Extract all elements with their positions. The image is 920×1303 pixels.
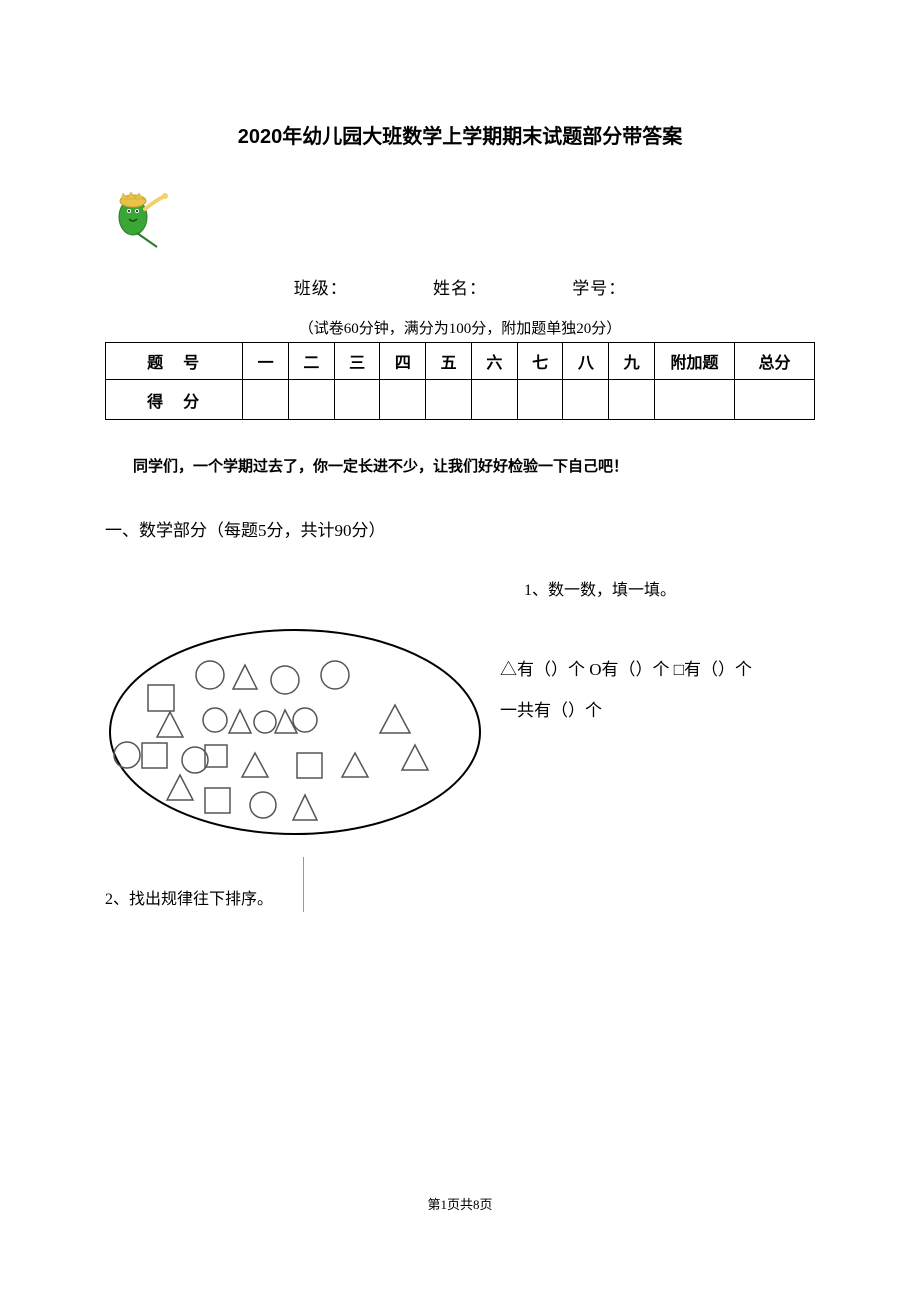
q1-answer-line2: 一共有（）个	[500, 691, 752, 732]
intro-text: 同学们，一个学期过去了，你一定长进不少，让我们好好检验一下自己吧！	[105, 455, 815, 476]
q1-answers: △有（）个 O有（）个 □有（）个 一共有（）个	[485, 625, 752, 732]
table-score-cell	[517, 380, 563, 420]
name-label: 姓名：	[433, 279, 487, 298]
table-header-cell: 二	[288, 343, 334, 380]
page-footer: 第1页共8页	[0, 1194, 920, 1213]
table-score-cell	[426, 380, 472, 420]
table-score-cell	[735, 380, 815, 420]
table-score-cell	[288, 380, 334, 420]
score-table: 题 号 一 二 三 四 五 六 七 八 九 附加题 总分 得 分	[105, 342, 815, 420]
section-1-header: 一、数学部分（每题5分，共计90分）	[105, 516, 815, 541]
table-header-cell: 九	[609, 343, 655, 380]
table-header-cell: 附加题	[655, 343, 735, 380]
table-score-cell	[655, 380, 735, 420]
table-score-row: 得 分	[106, 380, 815, 420]
score-label-cell: 得 分	[106, 380, 243, 420]
table-score-cell	[471, 380, 517, 420]
q2-container: 2、找出规律往下排序。	[105, 875, 815, 912]
id-label: 学号：	[572, 279, 626, 298]
table-header-cell: 六	[471, 343, 517, 380]
shapes-diagram	[105, 625, 485, 845]
table-header-cell: 五	[426, 343, 472, 380]
info-row: 班级： 姓名： 学号：	[105, 274, 815, 299]
table-header-row: 题 号 一 二 三 四 五 六 七 八 九 附加题 总分	[106, 343, 815, 380]
q1-container: △有（）个 O有（）个 □有（）个 一共有（）个	[105, 625, 815, 845]
table-header-cell: 四	[380, 343, 426, 380]
class-label: 班级：	[294, 279, 348, 298]
q1-answer-line1: △有（）个 O有（）个 □有（）个	[500, 650, 752, 691]
header-label-cell: 题 号	[106, 343, 243, 380]
table-score-cell	[380, 380, 426, 420]
table-header-cell: 八	[563, 343, 609, 380]
table-score-cell	[563, 380, 609, 420]
table-header-cell: 总分	[735, 343, 815, 380]
table-score-cell	[334, 380, 380, 420]
table-score-cell	[243, 380, 289, 420]
page-title: 2020年幼儿园大班数学上学期期末试题部分带答案	[105, 120, 815, 149]
table-header-cell: 三	[334, 343, 380, 380]
mascot-image	[105, 189, 815, 254]
exam-note: （试卷60分钟，满分为100分，附加题单独20分）	[105, 317, 815, 338]
q2-label: 2、找出规律往下排序。	[105, 885, 273, 909]
table-header-cell: 七	[517, 343, 563, 380]
table-score-cell	[609, 380, 655, 420]
q2-divider	[303, 857, 304, 912]
q1-label: 1、数一数，填一填。	[105, 576, 815, 600]
table-header-cell: 一	[243, 343, 289, 380]
